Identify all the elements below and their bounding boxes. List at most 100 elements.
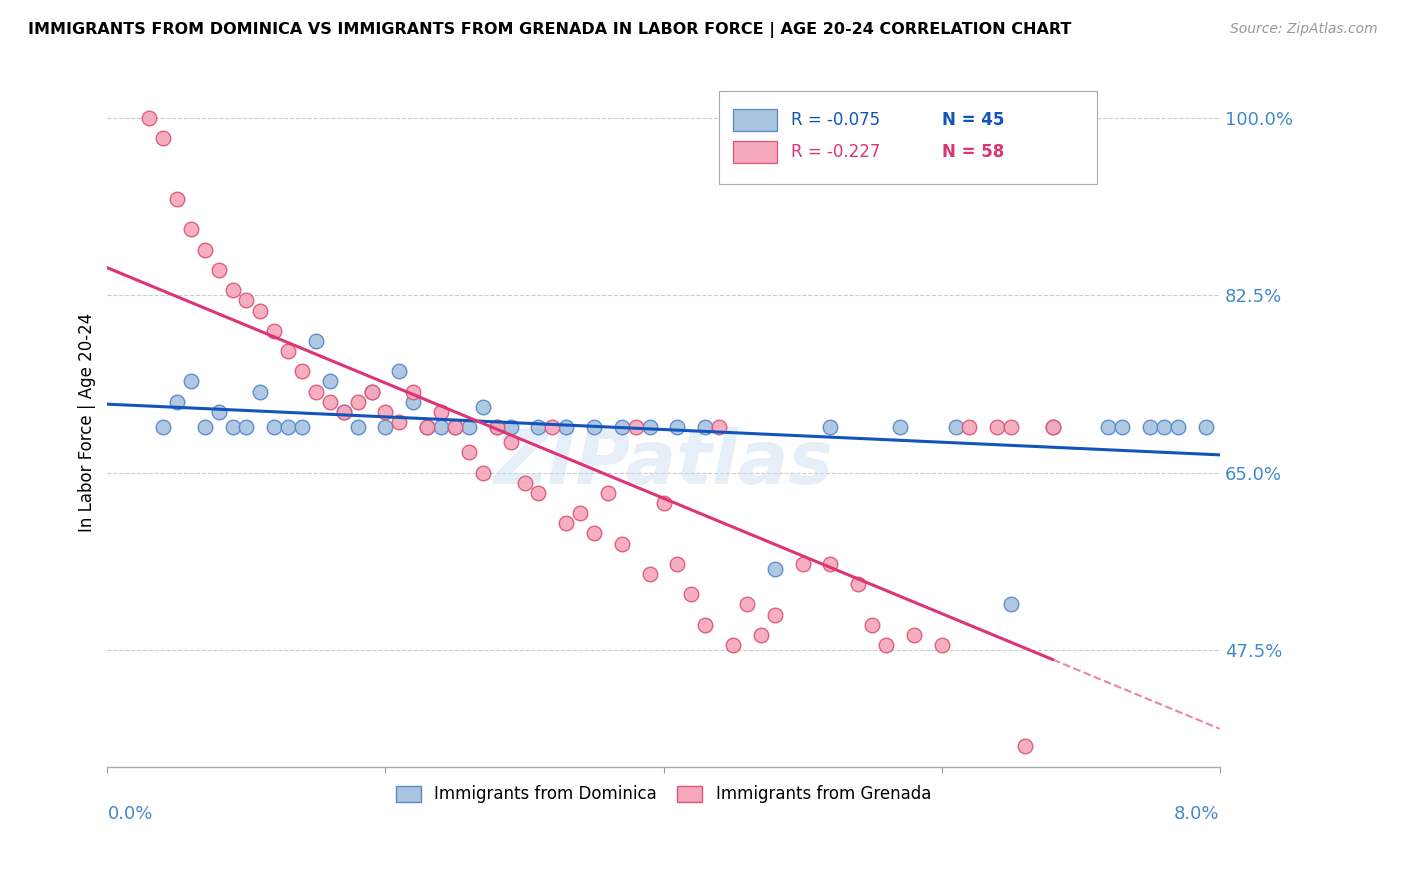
- Point: [666, 557, 689, 571]
- Text: IMMIGRANTS FROM DOMINICA VS IMMIGRANTS FROM GRENADA IN LABOR FORCE | AGE 20-24 C: IMMIGRANTS FROM DOMINICA VS IMMIGRANTS F…: [28, 22, 1071, 38]
- Point: [249, 303, 271, 318]
- Point: [207, 263, 229, 277]
- Point: [513, 475, 536, 490]
- Point: [221, 283, 243, 297]
- Text: 8.0%: 8.0%: [1174, 805, 1220, 823]
- Text: R = -0.227: R = -0.227: [792, 143, 880, 161]
- Point: [945, 420, 967, 434]
- Point: [235, 420, 257, 434]
- Point: [430, 405, 453, 419]
- Point: [499, 420, 522, 434]
- Legend: Immigrants from Dominica, Immigrants from Grenada: Immigrants from Dominica, Immigrants fro…: [389, 779, 938, 810]
- Point: [291, 420, 314, 434]
- Point: [763, 607, 786, 622]
- Text: 0.0%: 0.0%: [107, 805, 153, 823]
- Point: [444, 420, 467, 434]
- Point: [695, 420, 717, 434]
- Point: [695, 617, 717, 632]
- Point: [360, 384, 382, 399]
- Point: [527, 420, 550, 434]
- Text: N = 58: N = 58: [942, 143, 1004, 161]
- Point: [207, 405, 229, 419]
- Point: [875, 638, 897, 652]
- Point: [749, 628, 772, 642]
- Point: [388, 415, 411, 429]
- Point: [1111, 420, 1133, 434]
- Point: [582, 526, 605, 541]
- Point: [735, 598, 758, 612]
- Point: [471, 400, 494, 414]
- Point: [860, 617, 883, 632]
- Point: [721, 638, 744, 652]
- Point: [277, 344, 299, 359]
- Point: [610, 420, 633, 434]
- Y-axis label: In Labor Force | Age 20-24: In Labor Force | Age 20-24: [79, 312, 96, 532]
- Point: [820, 557, 842, 571]
- Point: [1000, 598, 1022, 612]
- Point: [792, 557, 814, 571]
- Point: [388, 364, 411, 378]
- Point: [277, 420, 299, 434]
- Point: [1153, 420, 1175, 434]
- FancyBboxPatch shape: [718, 91, 1097, 185]
- Point: [485, 420, 508, 434]
- Point: [166, 394, 188, 409]
- Text: ZIPatlas: ZIPatlas: [494, 427, 834, 500]
- Point: [846, 577, 869, 591]
- Point: [1042, 420, 1064, 434]
- Point: [263, 420, 285, 434]
- Text: R = -0.075: R = -0.075: [792, 112, 880, 129]
- Point: [666, 420, 689, 434]
- Point: [430, 420, 453, 434]
- Point: [374, 405, 396, 419]
- Point: [638, 420, 661, 434]
- Point: [457, 420, 479, 434]
- Point: [457, 445, 479, 459]
- Point: [555, 420, 578, 434]
- Point: [360, 384, 382, 399]
- Point: [903, 628, 925, 642]
- Point: [152, 420, 174, 434]
- Point: [374, 420, 396, 434]
- Point: [820, 420, 842, 434]
- Point: [194, 243, 217, 257]
- Point: [402, 394, 425, 409]
- Point: [889, 420, 911, 434]
- Point: [221, 420, 243, 434]
- Point: [1042, 420, 1064, 434]
- Point: [180, 222, 202, 236]
- Point: [1014, 739, 1036, 754]
- Point: [194, 420, 217, 434]
- Point: [249, 384, 271, 399]
- Bar: [733, 109, 778, 131]
- Point: [332, 405, 354, 419]
- Point: [1000, 420, 1022, 434]
- Point: [471, 466, 494, 480]
- Point: [346, 420, 368, 434]
- Text: Source: ZipAtlas.com: Source: ZipAtlas.com: [1230, 22, 1378, 37]
- Point: [402, 384, 425, 399]
- Point: [527, 486, 550, 500]
- Point: [610, 536, 633, 550]
- Point: [332, 405, 354, 419]
- Point: [1195, 420, 1218, 434]
- Point: [541, 420, 564, 434]
- Point: [624, 420, 647, 434]
- Point: [652, 496, 675, 510]
- Point: [346, 394, 368, 409]
- Point: [152, 131, 174, 145]
- Point: [444, 420, 467, 434]
- Point: [319, 375, 342, 389]
- Point: [707, 420, 730, 434]
- Point: [1097, 420, 1119, 434]
- Point: [235, 293, 257, 308]
- Point: [416, 420, 439, 434]
- Point: [291, 364, 314, 378]
- Point: [166, 192, 188, 206]
- Point: [499, 435, 522, 450]
- Point: [180, 375, 202, 389]
- Point: [319, 394, 342, 409]
- Point: [986, 420, 1008, 434]
- Bar: [733, 141, 778, 163]
- Point: [638, 567, 661, 582]
